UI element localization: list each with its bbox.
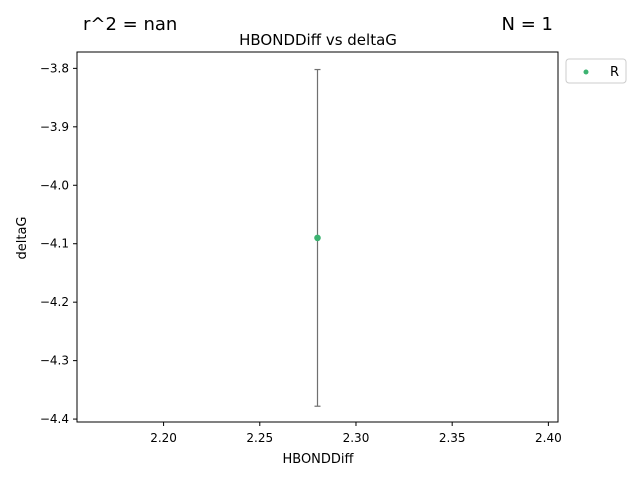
legend-box [565, 58, 627, 84]
y-tick-label: −4.4 [40, 412, 69, 426]
y-tick-label: −4.1 [40, 237, 69, 251]
y-tick-label: −3.9 [40, 120, 69, 134]
sample-count-label: N = 1 [502, 14, 553, 35]
x-tick-label: 2.40 [535, 431, 562, 445]
y-tick-label: −4.2 [40, 295, 69, 309]
marks-layer [314, 68, 321, 407]
x-tick-label: 2.30 [343, 431, 370, 445]
data-point [314, 234, 321, 242]
legend: R [565, 58, 627, 84]
y-axis-label: deltaG [15, 217, 30, 260]
x-tick-label: 2.35 [439, 431, 466, 445]
x-axis-label: HBONDDiff [282, 452, 354, 467]
chart-title: HBONDDiff vs deltaG [239, 31, 397, 49]
x-tick-label: 2.25 [246, 431, 273, 445]
legend-label: R [610, 65, 619, 80]
plot-frame [76, 51, 559, 423]
y-tick-label: −4.0 [40, 178, 69, 192]
y-tick-label: −3.8 [40, 61, 69, 75]
x-tick-label: 2.20 [150, 431, 177, 445]
r-squared-label: r^2 = nan [83, 14, 177, 35]
y-tick-label: −4.3 [40, 354, 69, 368]
axes-layer: 2.20 2.25 2.30 2.35 2.40 −3.8 −3.9 −4.0 −4.1 −4.2… [40, 51, 562, 445]
legend-marker [583, 69, 589, 75]
